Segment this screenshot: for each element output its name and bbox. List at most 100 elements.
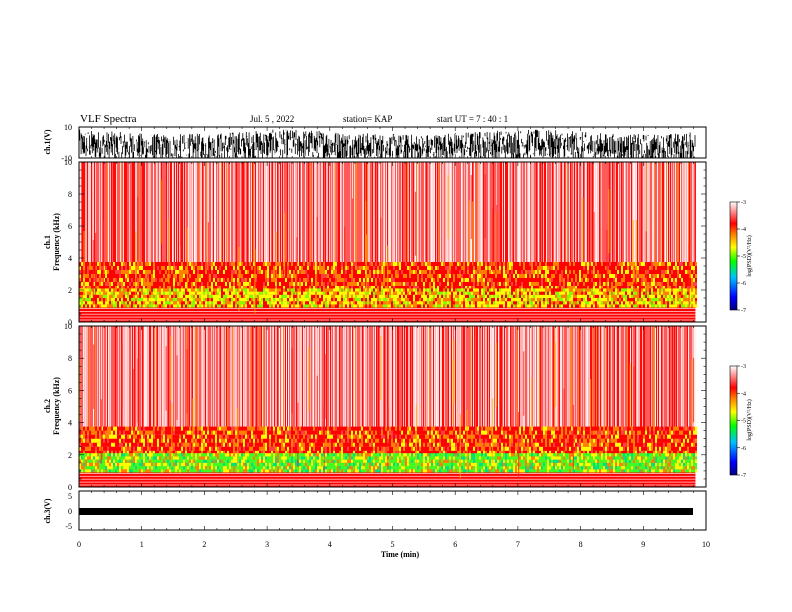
spectrogram-cell <box>543 262 545 266</box>
spectrogram-column <box>333 326 334 436</box>
spectrogram-cell <box>343 266 345 270</box>
spectrogram-cell <box>643 266 645 270</box>
spectrogram-column <box>401 162 402 271</box>
spectrogram-cell <box>643 304 645 308</box>
spectrogram-cell <box>401 288 403 292</box>
spectrogram-cell <box>133 270 135 274</box>
spectrogram-cell <box>649 291 651 295</box>
spectrogram-cell <box>281 294 283 298</box>
spectrogram-cell <box>611 282 613 286</box>
spectrogram-cell <box>445 288 447 292</box>
spectrogram-cell <box>171 304 173 308</box>
spectrogram-cell <box>441 274 443 278</box>
spectrogram-cell <box>643 288 645 292</box>
spectrogram-cell <box>139 288 141 292</box>
spectrogram-cell <box>527 274 529 278</box>
spectrogram-cell <box>613 262 615 266</box>
spectrogram-cell <box>621 278 623 282</box>
spectrogram-cell <box>289 266 291 270</box>
spectrogram-cell <box>627 270 629 274</box>
spectrogram-cell <box>659 294 661 298</box>
spectrogram-cell <box>241 304 243 308</box>
spectrogram-cell <box>219 282 221 286</box>
spectrogram-column <box>350 162 351 271</box>
spectrogram-cell <box>371 282 373 286</box>
spectrogram-cell <box>481 282 483 286</box>
spectrogram-cell <box>469 304 471 308</box>
spectrogram-cell <box>503 301 505 305</box>
spectrogram-cell <box>617 282 619 286</box>
spectrogram-cell <box>557 266 559 270</box>
spectrogram-cell <box>389 274 391 278</box>
spectrogram-column <box>423 326 424 436</box>
spectrogram-cell <box>251 298 253 302</box>
spectrogram-cell <box>143 286 145 290</box>
spectrogram-column <box>282 162 283 271</box>
spectrogram-cell <box>391 278 393 282</box>
spectrogram-column <box>262 326 263 436</box>
spectrogram-cell <box>349 286 351 290</box>
spectrogram-cell <box>125 274 127 278</box>
spectrogram-cell <box>495 298 497 302</box>
spectrogram-cell <box>629 291 631 295</box>
spectrogram-cell <box>145 298 147 302</box>
spectrogram-cell <box>261 286 263 290</box>
spectrogram-cell <box>323 266 325 270</box>
spectrogram-cell <box>197 291 199 295</box>
spectrogram-column <box>195 162 196 271</box>
spectrogram-cell <box>517 288 519 292</box>
spectrogram-cell <box>273 262 275 266</box>
spectrogram-column <box>256 162 257 271</box>
spectrogram-cell <box>173 301 175 305</box>
spectrogram-cell <box>285 270 287 274</box>
spectrogram-cell <box>391 301 393 305</box>
spectrogram-cell <box>319 286 321 290</box>
spectrogram-cell <box>345 274 347 278</box>
spectrogram-cell <box>485 262 487 266</box>
spectrogram-spike <box>283 212 286 277</box>
spectrogram-cell <box>529 288 531 292</box>
spectrogram-cell <box>273 298 275 302</box>
spectrogram-cell <box>221 270 223 274</box>
spectrogram-cell <box>367 286 369 290</box>
spectrogram-cell <box>447 291 449 295</box>
spectrogram-column <box>299 326 300 436</box>
spectrogram-cell <box>443 282 445 286</box>
spectrogram-cell <box>317 304 319 308</box>
spectrogram-cell <box>243 262 245 266</box>
spectrogram-cell <box>209 288 211 292</box>
spectrogram-cell <box>267 262 269 266</box>
spectrogram-cell <box>317 270 319 274</box>
spectrogram-cell <box>673 270 675 274</box>
spectrogram-cell <box>563 291 565 295</box>
spectrogram-cell <box>561 262 563 266</box>
spectrogram-cell <box>301 301 303 305</box>
spectrogram-cell <box>425 294 427 298</box>
spectrogram-column <box>645 162 646 271</box>
spectrogram-cell <box>397 304 399 308</box>
spectrogram-cell <box>305 278 307 282</box>
spectrogram-cell <box>245 294 247 298</box>
spectrogram-cell <box>365 298 367 302</box>
spectrogram-cell <box>607 304 609 308</box>
spectrogram-cell <box>589 304 591 308</box>
spectrogram-cell <box>265 301 267 305</box>
spectrogram-cell <box>523 262 525 266</box>
spectrogram-cell <box>677 286 679 290</box>
spectrogram-column <box>252 162 253 271</box>
spectrogram-cell <box>413 294 415 298</box>
spectrogram-cell <box>163 274 165 278</box>
spectrogram-cell <box>397 298 399 302</box>
spectrogram-cell <box>491 291 493 295</box>
spectrogram-column <box>369 162 370 271</box>
spectrogram-cell <box>669 301 671 305</box>
spectrogram-cell <box>399 262 401 266</box>
spectrogram-cell <box>341 298 343 302</box>
spectrogram-cell <box>385 294 387 298</box>
spectrogram-cell <box>459 274 461 278</box>
spectrogram-cell <box>331 288 333 292</box>
spectrogram-cell <box>461 270 463 274</box>
spectrogram-column <box>532 162 533 271</box>
spectrogram-column <box>179 162 180 271</box>
spectrogram-cell <box>601 270 603 274</box>
